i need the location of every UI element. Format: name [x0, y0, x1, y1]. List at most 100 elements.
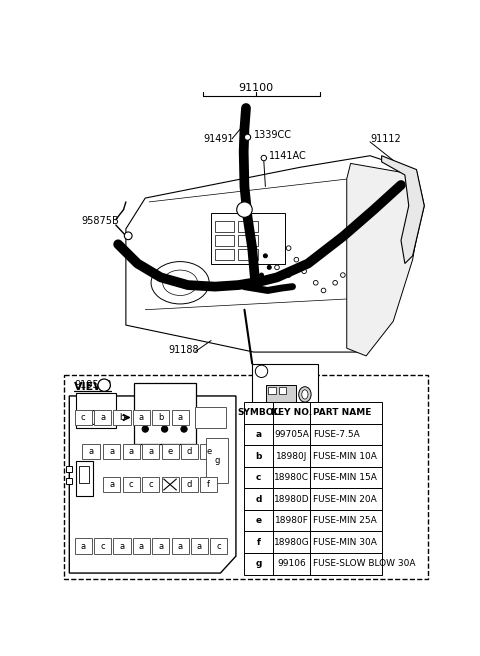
Text: a: a [120, 542, 125, 550]
Circle shape [275, 265, 279, 270]
FancyBboxPatch shape [94, 410, 111, 425]
FancyBboxPatch shape [64, 375, 428, 579]
Text: h: h [259, 367, 264, 376]
Circle shape [340, 273, 345, 277]
FancyBboxPatch shape [162, 443, 179, 459]
Text: 18980J: 18980J [276, 451, 307, 461]
Text: FUSE-MIN 20A: FUSE-MIN 20A [313, 495, 377, 504]
FancyBboxPatch shape [266, 385, 296, 403]
Text: c: c [216, 542, 221, 550]
Text: a: a [139, 413, 144, 422]
Text: 91100: 91100 [239, 83, 274, 92]
Text: e: e [206, 447, 211, 456]
FancyBboxPatch shape [311, 424, 382, 445]
Text: A: A [101, 380, 108, 390]
FancyBboxPatch shape [162, 477, 179, 492]
FancyBboxPatch shape [103, 477, 120, 492]
Text: b: b [158, 413, 163, 422]
FancyBboxPatch shape [195, 407, 226, 428]
Text: c: c [81, 413, 85, 422]
Circle shape [294, 257, 299, 262]
Circle shape [255, 365, 268, 377]
Circle shape [244, 134, 251, 140]
Ellipse shape [163, 270, 198, 295]
FancyBboxPatch shape [83, 443, 99, 459]
Ellipse shape [302, 390, 308, 399]
Circle shape [264, 254, 267, 258]
Text: VIEW: VIEW [74, 382, 107, 392]
Text: 91188: 91188 [168, 345, 199, 355]
Text: b: b [255, 451, 262, 461]
Text: FUSE-7.5A: FUSE-7.5A [313, 430, 360, 439]
FancyBboxPatch shape [244, 531, 273, 553]
Circle shape [85, 411, 99, 424]
Circle shape [286, 273, 291, 277]
Text: FUSE-MIN 15A: FUSE-MIN 15A [313, 473, 377, 482]
FancyBboxPatch shape [181, 443, 198, 459]
FancyBboxPatch shape [200, 477, 217, 492]
FancyBboxPatch shape [172, 539, 189, 554]
FancyBboxPatch shape [75, 461, 93, 496]
Text: a: a [158, 542, 163, 550]
Text: f: f [256, 538, 260, 546]
Text: FUSE-SLOW BLOW 30A: FUSE-SLOW BLOW 30A [313, 560, 416, 568]
Text: 18980G: 18980G [274, 538, 310, 546]
Text: 1339CC: 1339CC [254, 130, 292, 140]
FancyBboxPatch shape [211, 213, 285, 264]
FancyBboxPatch shape [238, 221, 258, 232]
FancyBboxPatch shape [152, 410, 169, 425]
FancyBboxPatch shape [278, 388, 286, 394]
Ellipse shape [299, 387, 311, 402]
FancyBboxPatch shape [273, 467, 311, 488]
FancyBboxPatch shape [123, 477, 140, 492]
Text: 91112: 91112 [370, 134, 401, 144]
FancyBboxPatch shape [244, 488, 273, 510]
Polygon shape [382, 155, 424, 264]
Text: a: a [88, 447, 94, 456]
Text: d: d [255, 495, 262, 504]
Text: a: a [139, 542, 144, 550]
FancyBboxPatch shape [311, 445, 382, 467]
Text: 99705A: 99705A [274, 430, 309, 439]
FancyBboxPatch shape [311, 553, 382, 575]
Text: PART NAME: PART NAME [313, 409, 372, 417]
FancyBboxPatch shape [273, 553, 311, 575]
Text: c: c [256, 473, 261, 482]
Text: a: a [109, 480, 115, 489]
FancyBboxPatch shape [113, 410, 131, 425]
FancyBboxPatch shape [200, 443, 217, 459]
Text: 1338AC: 1338AC [137, 445, 175, 455]
Text: a: a [81, 542, 86, 550]
Text: SYMBOL: SYMBOL [237, 409, 279, 417]
FancyBboxPatch shape [273, 488, 311, 510]
Text: f: f [207, 480, 210, 489]
FancyBboxPatch shape [133, 383, 196, 445]
Text: 1141AC: 1141AC [269, 151, 307, 161]
FancyBboxPatch shape [79, 466, 89, 483]
Text: d: d [187, 447, 192, 456]
FancyBboxPatch shape [273, 424, 311, 445]
FancyBboxPatch shape [206, 438, 228, 483]
FancyBboxPatch shape [273, 402, 311, 424]
FancyBboxPatch shape [244, 510, 273, 531]
Circle shape [260, 273, 264, 277]
FancyBboxPatch shape [238, 249, 258, 260]
Text: a: a [255, 430, 262, 439]
FancyBboxPatch shape [244, 467, 273, 488]
Text: 95875B: 95875B [82, 216, 120, 226]
FancyBboxPatch shape [244, 553, 273, 575]
Text: g: g [215, 456, 220, 465]
Circle shape [321, 288, 326, 293]
FancyBboxPatch shape [191, 539, 208, 554]
Ellipse shape [151, 262, 209, 304]
FancyBboxPatch shape [66, 478, 72, 483]
Circle shape [302, 269, 306, 274]
Text: c: c [129, 480, 133, 489]
Circle shape [124, 232, 132, 239]
Text: A: A [89, 413, 96, 422]
FancyBboxPatch shape [244, 402, 273, 424]
Polygon shape [347, 163, 420, 356]
FancyBboxPatch shape [311, 402, 382, 424]
Text: 91959B: 91959B [74, 380, 111, 390]
FancyBboxPatch shape [152, 539, 169, 554]
